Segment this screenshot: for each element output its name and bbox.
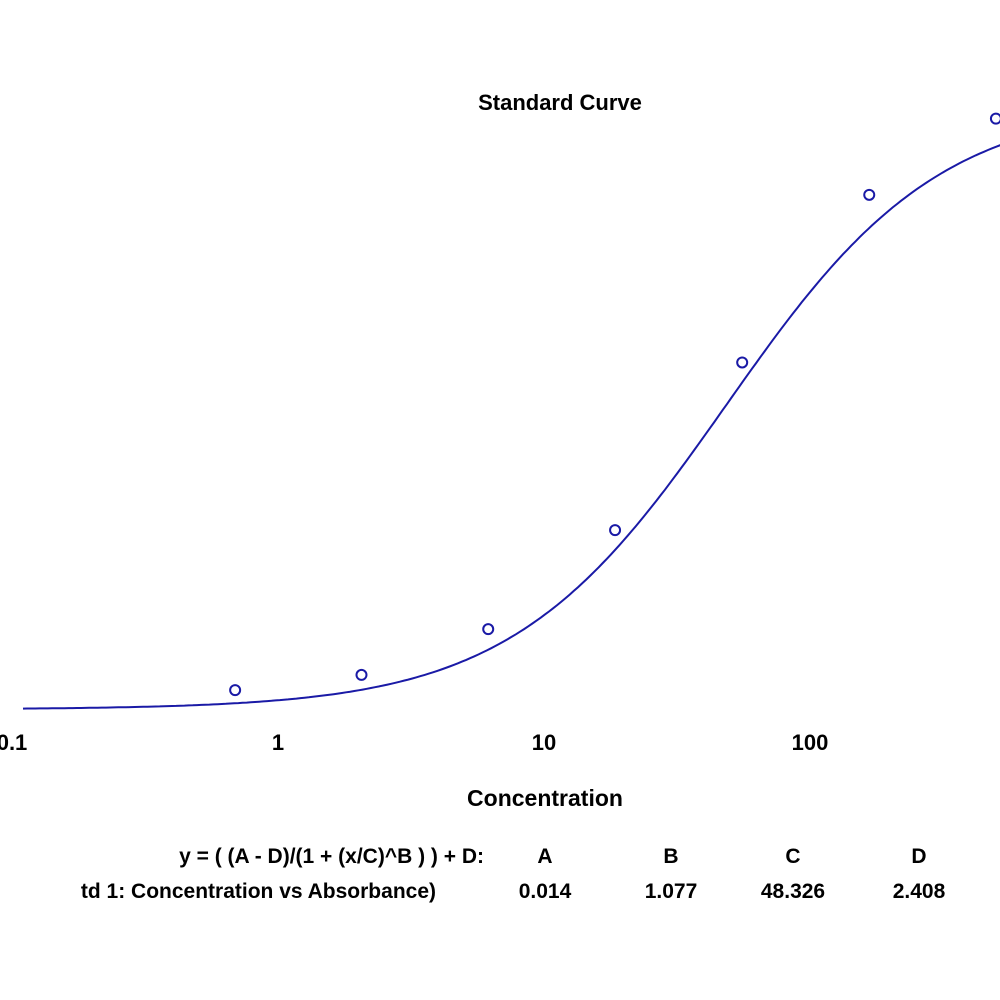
x-tick-label: 10 xyxy=(532,730,556,755)
x-tick-label: 0.1 xyxy=(0,730,27,755)
data-point xyxy=(482,623,495,636)
param-b-value: 1.077 xyxy=(645,880,698,903)
param-c-name: C xyxy=(785,845,800,868)
data-point xyxy=(989,112,1000,125)
fit-row-label: td 1: Concentration vs Absorbance) xyxy=(81,880,436,903)
data-point xyxy=(609,524,622,537)
param-d-value: 2.408 xyxy=(893,880,946,903)
data-point xyxy=(355,668,368,681)
param-a-name: A xyxy=(537,845,552,868)
fit-equation: y = ( (A - D)/(1 + (x/C)^B ) ) + D: xyxy=(179,845,484,868)
param-d-name: D xyxy=(911,845,926,868)
x-axis-label: Concentration xyxy=(467,785,623,811)
data-point xyxy=(229,684,242,697)
data-points xyxy=(229,112,1000,697)
data-point xyxy=(736,356,749,369)
x-axis-ticks: 0.1 1 10 100 xyxy=(0,730,828,755)
x-tick-label: 1 xyxy=(272,730,284,755)
chart-title: Standard Curve xyxy=(478,90,642,115)
data-point xyxy=(863,188,876,201)
param-a-value: 0.014 xyxy=(519,880,572,903)
param-b-name: B xyxy=(663,845,678,868)
fit-curve xyxy=(22,144,1000,710)
fit-equation-table: y = ( (A - D)/(1 + (x/C)^B ) ) + D: td 1… xyxy=(81,845,946,903)
x-tick-label: 100 xyxy=(792,730,829,755)
param-c-value: 48.326 xyxy=(761,880,825,903)
